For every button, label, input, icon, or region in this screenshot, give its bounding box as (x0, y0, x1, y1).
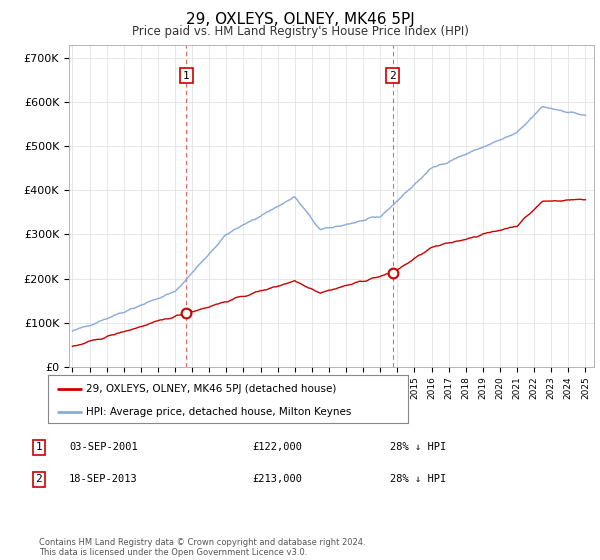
Text: 03-SEP-2001: 03-SEP-2001 (69, 442, 138, 452)
Text: 18-SEP-2013: 18-SEP-2013 (69, 474, 138, 484)
Text: £122,000: £122,000 (252, 442, 302, 452)
Text: 28% ↓ HPI: 28% ↓ HPI (390, 474, 446, 484)
Text: 1: 1 (183, 71, 190, 81)
Text: 1: 1 (35, 442, 43, 452)
Text: 29, OXLEYS, OLNEY, MK46 5PJ (detached house): 29, OXLEYS, OLNEY, MK46 5PJ (detached ho… (86, 384, 336, 394)
Text: 2: 2 (35, 474, 43, 484)
Text: 28% ↓ HPI: 28% ↓ HPI (390, 442, 446, 452)
Text: Price paid vs. HM Land Registry's House Price Index (HPI): Price paid vs. HM Land Registry's House … (131, 25, 469, 38)
Text: 2: 2 (389, 71, 396, 81)
Text: HPI: Average price, detached house, Milton Keynes: HPI: Average price, detached house, Milt… (86, 407, 351, 417)
Text: 29, OXLEYS, OLNEY, MK46 5PJ: 29, OXLEYS, OLNEY, MK46 5PJ (185, 12, 415, 27)
Text: Contains HM Land Registry data © Crown copyright and database right 2024.
This d: Contains HM Land Registry data © Crown c… (39, 538, 365, 557)
Text: £213,000: £213,000 (252, 474, 302, 484)
